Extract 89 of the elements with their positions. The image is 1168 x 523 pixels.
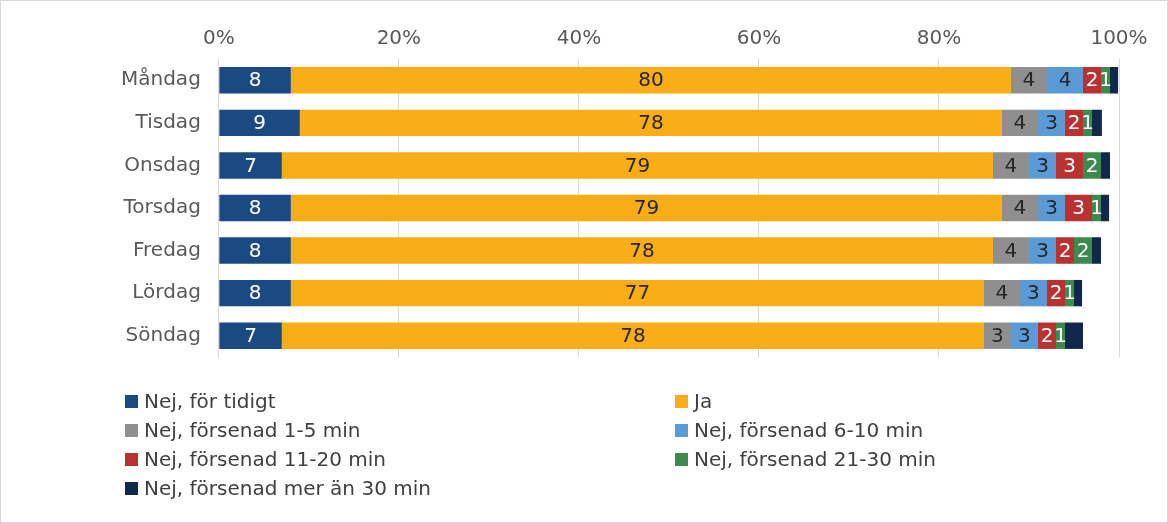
data-label: 2 [1067, 110, 1081, 135]
bar [290, 279, 984, 307]
data-label: 3 [1036, 152, 1049, 177]
x-tick-label: 20% [376, 25, 422, 50]
data-label: 3 [1036, 237, 1049, 262]
y-tick-label: Tisdag [134, 109, 201, 134]
bar [219, 194, 291, 222]
bar [1091, 109, 1102, 137]
data-label: 80 [638, 67, 664, 92]
data-label: 3 [1018, 322, 1031, 347]
data-label: 4 [1022, 67, 1036, 92]
bar [290, 237, 993, 264]
legend-label: Nej, försenad 1-5 min [144, 418, 361, 442]
x-tick-label: 40% [556, 25, 602, 50]
data-label: 4 [1004, 152, 1018, 177]
bar [219, 67, 291, 94]
bar [219, 279, 291, 307]
data-label: 3 [1045, 195, 1058, 220]
bar [281, 322, 984, 349]
data-label: 4 [1004, 237, 1018, 262]
data-label: 8 [248, 280, 262, 305]
data-label: 8 [248, 195, 262, 220]
bar [290, 67, 1011, 94]
bar [992, 237, 1029, 264]
data-label: 3 [1027, 280, 1040, 305]
data-label: 3 [1072, 195, 1085, 220]
bar [281, 152, 993, 179]
data-label: 2 [1085, 67, 1099, 92]
bar [1055, 152, 1083, 179]
data-label: 7 [244, 322, 257, 347]
data-label: 79 [624, 152, 651, 177]
data-label: 1 [1063, 280, 1076, 305]
y-tick-label: Lördag [132, 279, 201, 304]
x-tick-label: 0% [202, 25, 235, 50]
bar [219, 237, 291, 264]
legend-label: Nej, försenad 11-20 min [144, 447, 386, 471]
y-tick-label: Måndag [120, 66, 201, 91]
bar [219, 152, 282, 179]
bar [1101, 152, 1110, 179]
data-label: 1 [1081, 110, 1094, 135]
x-tick-label: 80% [916, 25, 962, 50]
y-tick-label: Onsdag [124, 151, 201, 176]
legend-label: Nej, försenad 21-30 min [694, 447, 936, 471]
y-tick-label: Fredag [133, 236, 201, 261]
bar [290, 194, 1002, 222]
data-label: 1 [1054, 322, 1067, 347]
data-label: 3 [991, 322, 1004, 347]
data-label: 3 [1063, 152, 1076, 177]
legend-label: Nej, försenad mer än 30 min [144, 476, 431, 500]
data-label: 2 [1085, 152, 1099, 177]
bar [1046, 67, 1083, 94]
bar [1064, 322, 1083, 349]
legend-label: Nej, försenad 6-10 min [694, 418, 924, 442]
data-label: 2 [1049, 280, 1063, 305]
data-label: 2 [1040, 322, 1054, 347]
bar [1073, 279, 1083, 307]
legend-label: Ja [694, 389, 713, 413]
data-label: 78 [629, 237, 655, 262]
bar [1110, 67, 1119, 94]
bar [1028, 152, 1056, 179]
bar [1028, 237, 1056, 264]
data-label: 2 [1058, 237, 1072, 262]
x-tick-label: 100% [1090, 25, 1148, 50]
data-label: 8 [248, 237, 262, 262]
data-label: 78 [638, 110, 664, 135]
bar [1091, 237, 1101, 264]
data-label: 4 [1058, 67, 1072, 92]
data-label: 8 [248, 67, 262, 92]
data-label: 9 [253, 110, 266, 135]
bar [219, 109, 300, 137]
data-label: 4 [1013, 110, 1027, 135]
data-label: 7 [244, 152, 257, 177]
data-label: 3 [1045, 110, 1058, 135]
data-label: 77 [624, 280, 651, 305]
legend-label: Nej, för tidigt [144, 389, 276, 413]
y-tick-label: Söndag [125, 321, 201, 346]
data-label: 1 [1099, 67, 1112, 92]
data-label: 1 [1090, 195, 1103, 220]
data-label: 78 [620, 322, 646, 347]
y-tick-label: Torsdag [122, 194, 201, 219]
bar [219, 322, 282, 349]
data-label: 4 [1013, 195, 1027, 220]
bar [1101, 194, 1110, 222]
data-label: 2 [1076, 237, 1090, 262]
bar [992, 152, 1029, 179]
data-label: 4 [995, 280, 1009, 305]
bar [299, 109, 1002, 137]
data-label: 79 [633, 195, 660, 220]
x-tick-label: 60% [736, 25, 782, 50]
